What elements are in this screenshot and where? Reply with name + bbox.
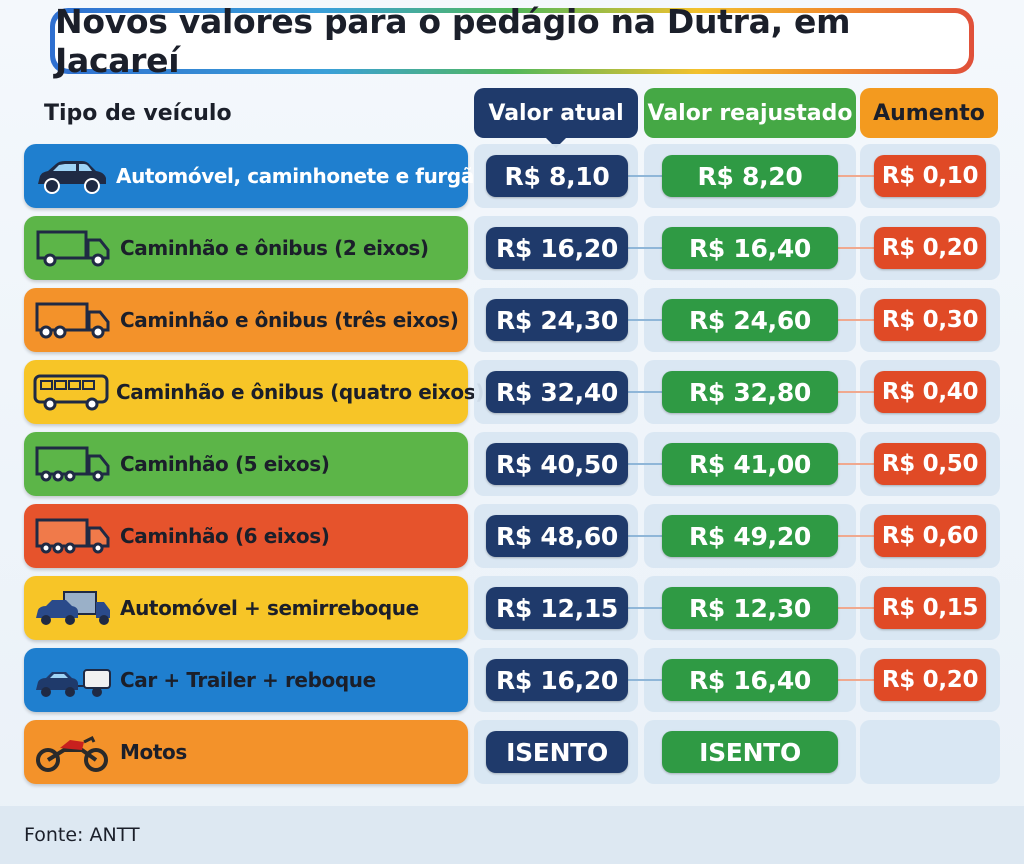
table-row: Caminhão e ônibus (2 eixos) R$ 16,20 R$ 16… bbox=[24, 216, 1000, 280]
connector-line bbox=[628, 679, 662, 681]
table-row: Automóvel, caminhonete e furgão R$ 8,10 R$… bbox=[24, 144, 1000, 208]
connector-line bbox=[838, 463, 874, 465]
truck-2-axles-icon bbox=[32, 226, 114, 270]
vehicle-type-cell: Caminhão e ônibus (três eixos) bbox=[24, 288, 468, 352]
table-row: Motos ISENTO ISENTO bbox=[24, 720, 1000, 784]
current-value-header: Valor atual bbox=[474, 88, 638, 148]
table-row: Caminhão e ônibus (quatro eixos) R$ 32,40… bbox=[24, 360, 1000, 424]
vehicle-type-label: Caminhão e ônibus (2 eixos) bbox=[120, 236, 429, 260]
title-banner: Novos valores para o pedágio na Dutra, e… bbox=[50, 2, 974, 80]
car-trailer-icon bbox=[32, 658, 114, 702]
current-value: R$ 16,20 bbox=[486, 659, 628, 701]
vehicle-type-cell: Caminhão e ônibus (quatro eixos) bbox=[24, 360, 484, 424]
truck-5-axles-icon bbox=[32, 442, 114, 486]
connector-line bbox=[838, 391, 874, 393]
table-row: Car + Trailer + reboque R$ 16,20 R$ 16,40 R… bbox=[24, 648, 1000, 712]
vehicle-type-label: Car + Trailer + reboque bbox=[120, 668, 376, 692]
connector-line bbox=[628, 247, 662, 249]
increase-value: R$ 0,50 bbox=[874, 443, 986, 485]
adjusted-value: ISENTO bbox=[662, 731, 838, 773]
vehicle-type-label: Motos bbox=[120, 740, 187, 764]
increase-value: R$ 0,60 bbox=[874, 515, 986, 557]
truck-3-axles-icon bbox=[32, 298, 114, 342]
increase-value: R$ 0,10 bbox=[874, 155, 986, 197]
car-semitrailer-icon bbox=[32, 586, 114, 630]
connector-line bbox=[628, 391, 662, 393]
current-value: R$ 16,20 bbox=[486, 227, 628, 269]
source-note: Fonte: ANTT bbox=[24, 824, 140, 846]
car-icon bbox=[32, 154, 110, 198]
adjusted-value: R$ 16,40 bbox=[662, 659, 838, 701]
vehicle-type-label: Automóvel + semirreboque bbox=[120, 596, 419, 620]
connector-line bbox=[838, 175, 874, 177]
connector-line bbox=[628, 319, 662, 321]
adjusted-value: R$ 24,60 bbox=[662, 299, 838, 341]
vehicle-type-cell: Automóvel + semirreboque bbox=[24, 576, 468, 640]
vehicle-type-header: Tipo de veículo bbox=[44, 100, 232, 126]
adjusted-value: R$ 16,40 bbox=[662, 227, 838, 269]
increase-value: R$ 0,20 bbox=[874, 659, 986, 701]
increase-value: R$ 0,40 bbox=[874, 371, 986, 413]
table-row: Caminhão (5 eixos) R$ 40,50 R$ 41,00 R$ 0,5… bbox=[24, 432, 1000, 496]
vehicle-type-cell: Car + Trailer + reboque bbox=[24, 648, 468, 712]
table-row: Caminhão (6 eixos) R$ 48,60 R$ 49,20 R$ 0,6… bbox=[24, 504, 1000, 568]
table-row: Automóvel + semirreboque R$ 12,15 R$ 12,30… bbox=[24, 576, 1000, 640]
connector-line bbox=[628, 607, 662, 609]
current-value: R$ 32,40 bbox=[486, 371, 628, 413]
current-value: R$ 12,15 bbox=[486, 587, 628, 629]
connector-line bbox=[628, 175, 662, 177]
vehicle-type-label: Caminhão (6 eixos) bbox=[120, 524, 330, 548]
connector-line bbox=[628, 463, 662, 465]
connector-line bbox=[838, 607, 874, 609]
current-value: R$ 48,60 bbox=[486, 515, 628, 557]
vehicle-type-label: Automóvel, caminhonete e furgão bbox=[116, 164, 488, 188]
vehicle-type-cell: Caminhão e ônibus (2 eixos) bbox=[24, 216, 468, 280]
increase-value: R$ 0,20 bbox=[874, 227, 986, 269]
footer-band bbox=[0, 806, 1024, 864]
connector-line bbox=[838, 319, 874, 321]
motorcycle-icon bbox=[32, 730, 114, 774]
adjusted-value: R$ 12,30 bbox=[662, 587, 838, 629]
current-value: R$ 24,30 bbox=[486, 299, 628, 341]
increase-header: Aumento bbox=[860, 88, 998, 138]
vehicle-type-cell: Caminhão (6 eixos) bbox=[24, 504, 468, 568]
bus-icon bbox=[32, 370, 110, 414]
title-box: Novos valores para o pedágio na Dutra, e… bbox=[55, 2, 969, 80]
connector-line bbox=[838, 247, 874, 249]
connector-line bbox=[628, 535, 662, 537]
current-value: R$ 8,10 bbox=[486, 155, 628, 197]
vehicle-type-label: Caminhão e ônibus (três eixos) bbox=[120, 308, 459, 332]
table-row: Caminhão e ônibus (três eixos) R$ 24,30 R$… bbox=[24, 288, 1000, 352]
adjusted-value: R$ 41,00 bbox=[662, 443, 838, 485]
adjusted-value: R$ 32,80 bbox=[662, 371, 838, 413]
value-cell-background bbox=[860, 720, 1000, 784]
increase-value: R$ 0,15 bbox=[874, 587, 986, 629]
vehicle-type-cell: Caminhão (5 eixos) bbox=[24, 432, 468, 496]
current-value: ISENTO bbox=[486, 731, 628, 773]
page-title: Novos valores para o pedágio na Dutra, e… bbox=[55, 2, 851, 80]
vehicle-type-label: Caminhão e ônibus (quatro eixos) bbox=[116, 380, 484, 404]
adjusted-value: R$ 49,20 bbox=[662, 515, 838, 557]
vehicle-type-label: Caminhão (5 eixos) bbox=[120, 452, 330, 476]
increase-value: R$ 0,30 bbox=[874, 299, 986, 341]
truck-6-axles-icon bbox=[32, 514, 114, 558]
vehicle-type-cell: Motos bbox=[24, 720, 468, 784]
current-value: R$ 40,50 bbox=[486, 443, 628, 485]
adjusted-value: R$ 8,20 bbox=[662, 155, 838, 197]
connector-line bbox=[838, 535, 874, 537]
vehicle-type-cell: Automóvel, caminhonete e furgão bbox=[24, 144, 488, 208]
adjusted-value-header: Valor reajustado bbox=[644, 88, 856, 138]
connector-line bbox=[838, 679, 874, 681]
